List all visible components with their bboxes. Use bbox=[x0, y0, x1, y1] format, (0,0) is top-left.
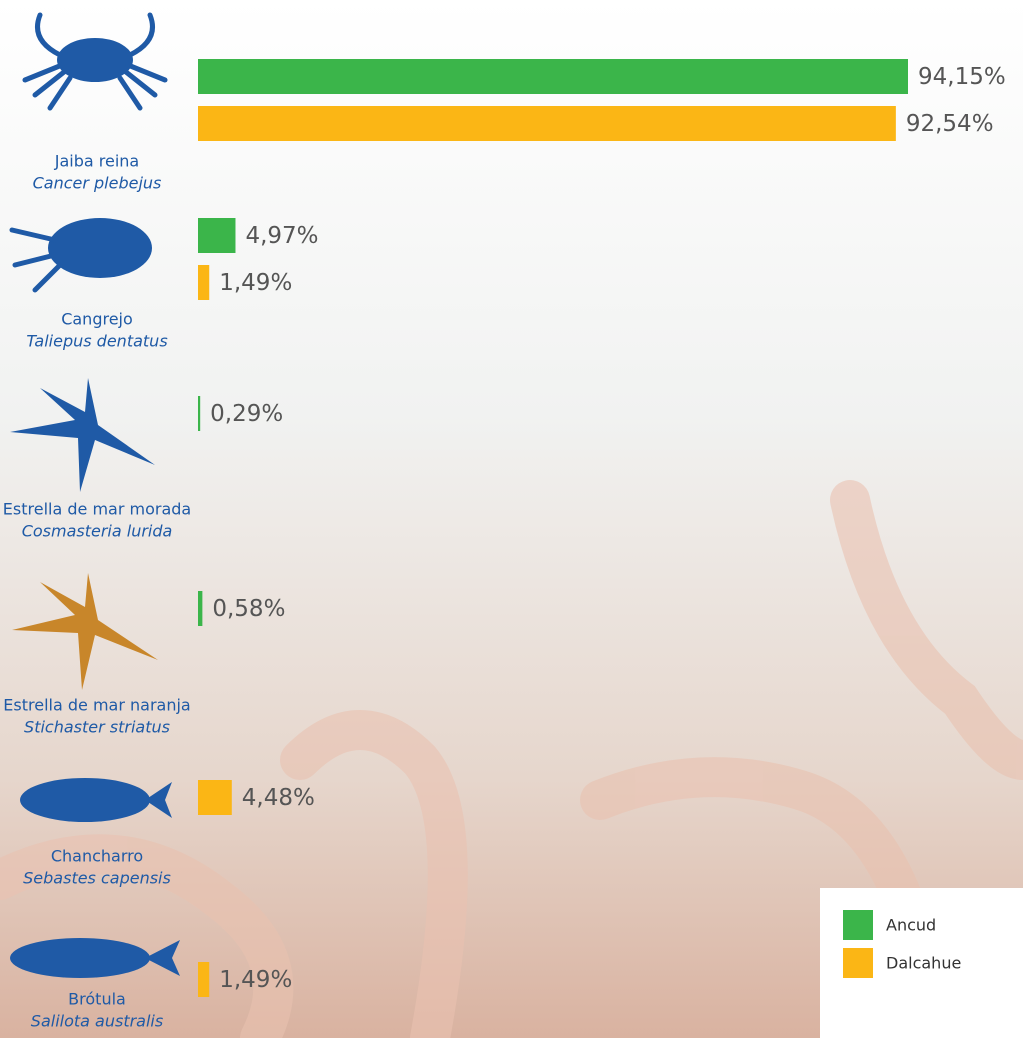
bar bbox=[198, 780, 232, 815]
scientific-name: Stichaster striatus bbox=[24, 718, 170, 737]
bar bbox=[198, 59, 908, 94]
value-label: 1,49% bbox=[219, 270, 292, 296]
category-name: Chancharro bbox=[51, 847, 143, 866]
category-name: Brótula bbox=[68, 990, 126, 1009]
bar bbox=[198, 218, 236, 253]
legend-label: Dalcahue bbox=[886, 954, 961, 973]
value-label: 1,49% bbox=[219, 967, 292, 993]
value-label: 4,48% bbox=[242, 785, 315, 811]
category-name: Estrella de mar naranja bbox=[3, 696, 190, 715]
bar bbox=[198, 396, 201, 431]
scientific-name: Cosmasteria lurida bbox=[22, 522, 173, 541]
icon-starfish-orange bbox=[12, 573, 158, 690]
legend-swatch bbox=[843, 910, 873, 940]
icons bbox=[9, 12, 180, 978]
legend-label: Ancud bbox=[886, 916, 936, 935]
bar bbox=[198, 106, 896, 141]
legend-swatch bbox=[843, 948, 873, 978]
scientific-name: Salilota australis bbox=[31, 1012, 163, 1031]
value-label: 94,15% bbox=[918, 64, 1006, 90]
value-label: 0,58% bbox=[212, 596, 285, 622]
bar bbox=[198, 962, 210, 997]
scientific-name: Sebastes capensis bbox=[23, 869, 171, 888]
category-name: Cangrejo bbox=[61, 310, 133, 329]
category-name: Jaiba reina bbox=[54, 152, 139, 171]
category-name: Estrella de mar morada bbox=[3, 500, 191, 519]
scientific-name: Cancer plebejus bbox=[33, 174, 162, 193]
value-label: 0,29% bbox=[210, 401, 283, 427]
scientific-name: Taliepus dentatus bbox=[26, 332, 167, 351]
starfish-photo bbox=[0, 480, 1023, 1038]
bar bbox=[198, 591, 203, 626]
value-label: 4,97% bbox=[245, 223, 318, 249]
bar bbox=[198, 265, 210, 300]
value-label: 92,54% bbox=[906, 111, 994, 137]
